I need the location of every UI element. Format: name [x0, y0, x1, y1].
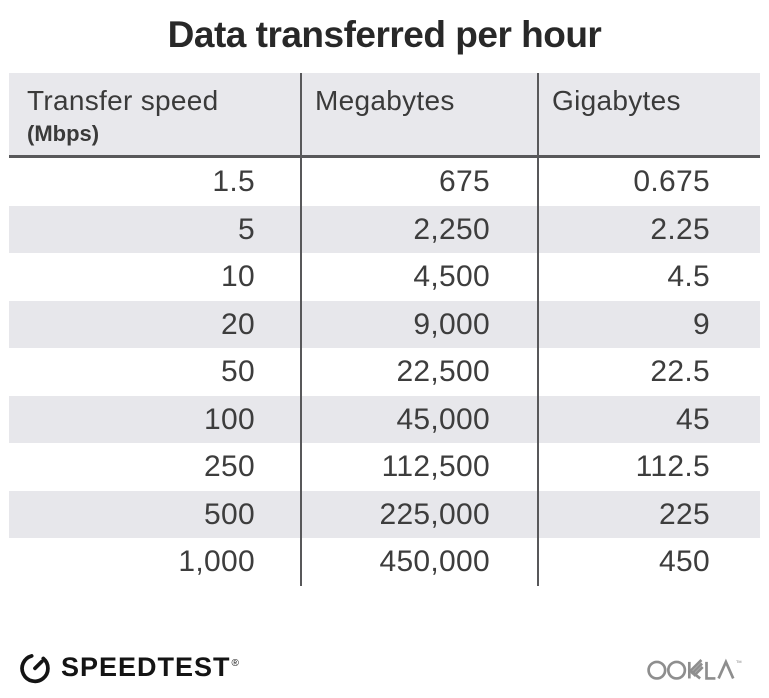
- table-cell-speed: 1.5: [212, 165, 255, 198]
- table-row: 10 4,500 4.5: [9, 253, 760, 301]
- table-cell-gigabytes: 0.675: [633, 165, 710, 198]
- table-cell-speed: 250: [204, 450, 255, 483]
- table-cell-megabytes: 45,000: [396, 402, 490, 436]
- table-cell-gigabytes: 225: [659, 497, 710, 531]
- table-cell-gigabytes: 22.5: [650, 355, 710, 388]
- header-transfer-speed: Transfer speed (Mbps): [9, 73, 301, 155]
- table-cell-gigabytes: 2.25: [650, 212, 710, 246]
- table-row: 500 225,000 225: [9, 490, 760, 538]
- header-transfer-speed-label: Transfer speed: [27, 85, 219, 116]
- table-cell-speed: 500: [204, 497, 255, 531]
- table-cell-gigabytes: 9: [693, 307, 710, 341]
- table-cell-speed: 10: [221, 260, 255, 293]
- speedtest-text: SPEEDTEST: [61, 651, 231, 682]
- table-cell-speed: 5: [238, 212, 255, 246]
- header-megabytes-label: Megabytes: [315, 85, 455, 116]
- table-cell-speed: 50: [221, 355, 255, 388]
- table-cell-gigabytes: 45: [676, 402, 710, 436]
- table-cell-megabytes: 112,500: [381, 450, 490, 483]
- data-table: Transfer speed (Mbps) Megabytes Gigabyte…: [9, 73, 760, 586]
- header-gigabytes-label: Gigabytes: [552, 85, 681, 116]
- column-divider-1: [300, 73, 302, 586]
- table-cell-megabytes: 4,500: [413, 260, 490, 293]
- table-cell-speed: 100: [204, 402, 255, 436]
- ookla-wordmark-icon: ™: [647, 658, 742, 680]
- table-cell-speed: 1,000: [178, 545, 255, 578]
- table-cell-gigabytes: 4.5: [667, 260, 710, 293]
- table-cell-megabytes: 225,000: [379, 497, 490, 531]
- table-cell-megabytes: 675: [439, 165, 490, 198]
- speedtest-logo: SPEEDTEST®: [18, 650, 239, 684]
- table-row: 1,000 450,000 450: [9, 538, 760, 586]
- table-cell-megabytes: 450,000: [379, 545, 490, 578]
- table-cell-gigabytes: 450: [659, 545, 710, 578]
- page-title: Data transferred per hour: [167, 14, 602, 55]
- table-cell-megabytes: 9,000: [413, 307, 490, 341]
- table-cell-megabytes: 2,250: [413, 212, 490, 246]
- column-divider-2: [537, 73, 539, 586]
- registered-trademark-mark: ®: [231, 657, 240, 669]
- table-row: 100 45,000 45: [9, 395, 760, 443]
- speedometer-gauge-icon: [20, 654, 50, 684]
- header-megabytes: Megabytes: [301, 73, 538, 155]
- table-row: 5 2,250 2.25: [9, 205, 760, 253]
- ookla-trademark-mark: ™: [736, 660, 742, 667]
- table-header-row: Transfer speed (Mbps) Megabytes Gigabyte…: [9, 73, 760, 158]
- table-row: 20 9,000 9: [9, 300, 760, 348]
- table-row: 1.5 675 0.675: [9, 158, 760, 206]
- table-cell-megabytes: 22,500: [396, 355, 490, 388]
- header-gigabytes: Gigabytes: [538, 73, 760, 155]
- table-row: 250 112,500 112.5: [9, 443, 760, 491]
- table-cell-gigabytes: 112.5: [635, 450, 710, 483]
- header-transfer-speed-unit: (Mbps): [27, 121, 100, 147]
- table-body: 1.5 675 0.675 5 2,250 2.25 10 4,500 4.5 …: [9, 158, 760, 586]
- speedtest-wordmark: SPEEDTEST®: [61, 652, 239, 683]
- table-row: 50 22,500 22.5: [9, 348, 760, 396]
- table-cell-speed: 20: [221, 307, 255, 341]
- ookla-logo: OOKLA ™: [646, 653, 753, 681]
- footer: SPEEDTEST® OOKLA ™: [18, 646, 753, 688]
